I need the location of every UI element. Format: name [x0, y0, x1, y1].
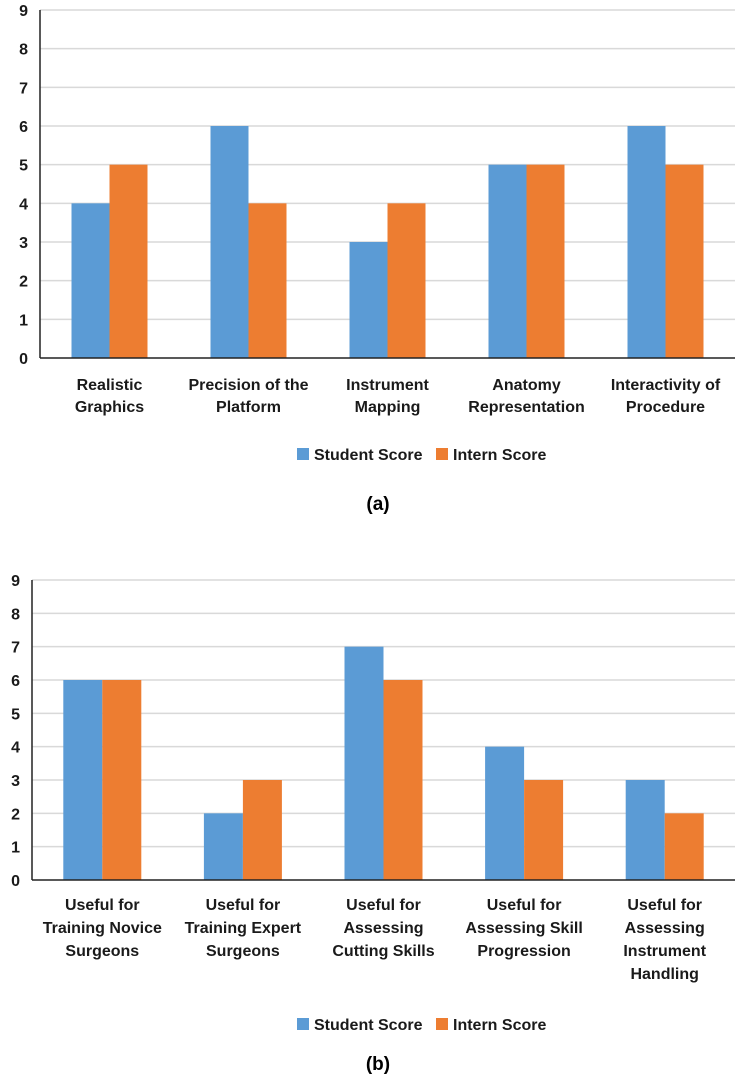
chart-a-y-tick-label: 2 [19, 274, 28, 291]
chart-a: 0 1 2 3 4 5 6 7 8 9 Realistic Graphics Precision of … [19, 3, 735, 515]
chart-b-category-label: Useful for Assessing Cutting Skills [332, 897, 434, 960]
chart-a-category-label: Interactivity of Procedure [611, 377, 721, 416]
chart-b-bar-intern-2 [242, 780, 282, 880]
chart-a-bar-student-2 [210, 126, 249, 358]
chart-a-category-label-line: Instrument [346, 377, 429, 394]
chart-a-legend-swatch-student [297, 448, 309, 460]
chart-a-legend-swatch-intern [436, 448, 448, 460]
chart-a-category-label: Precision of the Platform [188, 377, 308, 416]
chart-a-legend-label-intern: Intern Score [453, 447, 546, 464]
chart-b-legend-label-student: Student Score [314, 1017, 423, 1034]
chart-b-category-label-line: Handling [630, 966, 698, 983]
chart-a-y-tick-label: 8 [19, 42, 28, 59]
chart-a-category-label-line: Mapping [355, 399, 421, 416]
chart-b-legend: Student Score Intern Score [297, 1017, 546, 1034]
chart-a-category-label-line: Graphics [75, 399, 144, 416]
chart-a-y-tick-label: 7 [19, 80, 28, 97]
chart-b-legend-label-intern: Intern Score [453, 1017, 546, 1034]
chart-a-y-tick-label: 6 [19, 119, 28, 136]
chart-b-category-label-line: Useful for [206, 897, 281, 914]
chart-b-legend-swatch-intern [436, 1018, 448, 1030]
chart-b-y-tick-label: 4 [11, 740, 20, 757]
chart-b-category-label-line: Cutting Skills [332, 943, 434, 960]
chart-a-y-tick-label: 3 [19, 235, 28, 252]
chart-b-y-tick-label: 7 [11, 640, 20, 657]
chart-b-category-label-line: Surgeons [65, 943, 139, 960]
chart-a-category-label-line: Anatomy [492, 377, 561, 394]
chart-a-caption: (a) [366, 494, 389, 515]
chart-a-bar-student-5 [627, 126, 666, 358]
chart-a-category-label-line: Procedure [626, 399, 705, 416]
chart-a-category-label-line: Precision of the [188, 377, 308, 394]
chart-b-bar-intern-5 [664, 813, 704, 880]
chart-b-bar-student-1 [63, 680, 103, 880]
chart-a-y-tick-label: 5 [19, 158, 28, 175]
chart-b-category-label-line: Useful for [627, 897, 702, 914]
chart-b-y-tick-label: 9 [11, 573, 20, 590]
chart-b-category-label-line: Assessing [625, 920, 705, 937]
chart-a-category-label: Anatomy Representation [468, 377, 584, 416]
chart-a-bar-intern-3 [387, 203, 426, 358]
chart-b-category-label-line: Assessing Skill [465, 920, 582, 937]
chart-b-category-label: Useful for Training Expert Surgeons [185, 897, 302, 960]
chart-a-y-tick-label: 1 [19, 312, 28, 329]
chart-a-bar-intern-4 [526, 164, 565, 358]
chart-a-category-label-line: Realistic [77, 377, 143, 394]
chart-a-y-tick-label: 4 [19, 196, 28, 213]
chart-a-y-tick-label: 0 [19, 351, 28, 368]
chart-b-bar-intern-4 [524, 780, 564, 880]
chart-a-category-label: Instrument Mapping [346, 377, 429, 416]
chart-a-bar-intern-1 [109, 164, 148, 358]
chart-a-category-label: Realistic Graphics [75, 377, 144, 416]
chart-b: 0 1 2 3 4 5 6 7 8 9 Useful for Training Novice Surge… [11, 573, 735, 1075]
chart-b-y-tick-label: 1 [11, 840, 20, 857]
chart-b-category-label-line: Useful for [65, 897, 140, 914]
chart-a-legend: Student Score Intern Score [297, 447, 546, 464]
chart-a-bar-intern-5 [665, 164, 704, 358]
chart-b-y-tick-label: 0 [11, 873, 20, 890]
chart-b-category-label-line: Useful for [487, 897, 562, 914]
chart-b-bar-student-3 [344, 646, 384, 880]
chart-b-bar-intern-1 [102, 680, 142, 880]
chart-b-category-label-line: Training Expert [185, 920, 302, 937]
chart-b-y-tick-label: 3 [11, 773, 20, 790]
chart-a-category-label-line: Interactivity of [611, 377, 721, 394]
chart-b-category-label-line: Progression [477, 943, 570, 960]
chart-b-y-tick-label: 5 [11, 706, 20, 723]
chart-b-category-label-line: Surgeons [206, 943, 280, 960]
chart-b-category-label: Useful for Assessing Skill Progression [465, 897, 582, 960]
chart-a-bar-student-4 [488, 164, 527, 358]
chart-a-bar-student-1 [71, 203, 110, 358]
chart-b-legend-swatch-student [297, 1018, 309, 1030]
chart-b-category-label-line: Assessing [343, 920, 423, 937]
chart-b-bar-student-4 [485, 746, 525, 880]
chart-b-bar-intern-3 [383, 680, 423, 880]
chart-b-category-label-line: Instrument [623, 943, 706, 960]
chart-b-category-label-line: Useful for [346, 897, 421, 914]
chart-a-y-tick-label: 9 [19, 3, 28, 20]
chart-b-bar-student-2 [203, 813, 243, 880]
chart-a-bar-student-3 [349, 242, 388, 358]
chart-a-category-label-line: Representation [468, 399, 584, 416]
chart-b-y-tick-label: 2 [11, 806, 20, 823]
chart-a-legend-label-student: Student Score [314, 447, 423, 464]
chart-b-y-tick-label: 6 [11, 673, 20, 690]
chart-a-category-label-line: Platform [216, 399, 281, 416]
chart-b-category-label-line: Training Novice [43, 920, 162, 937]
chart-b-y-tick-label: 8 [11, 606, 20, 623]
chart-b-category-label: Useful for Training Novice Surgeons [43, 897, 162, 960]
chart-b-bar-student-5 [625, 780, 665, 880]
chart-b-category-label: Useful for Assessing Instrument Handling [623, 897, 706, 983]
chart-b-caption: (b) [366, 1054, 390, 1075]
chart-a-bar-intern-2 [248, 203, 287, 358]
